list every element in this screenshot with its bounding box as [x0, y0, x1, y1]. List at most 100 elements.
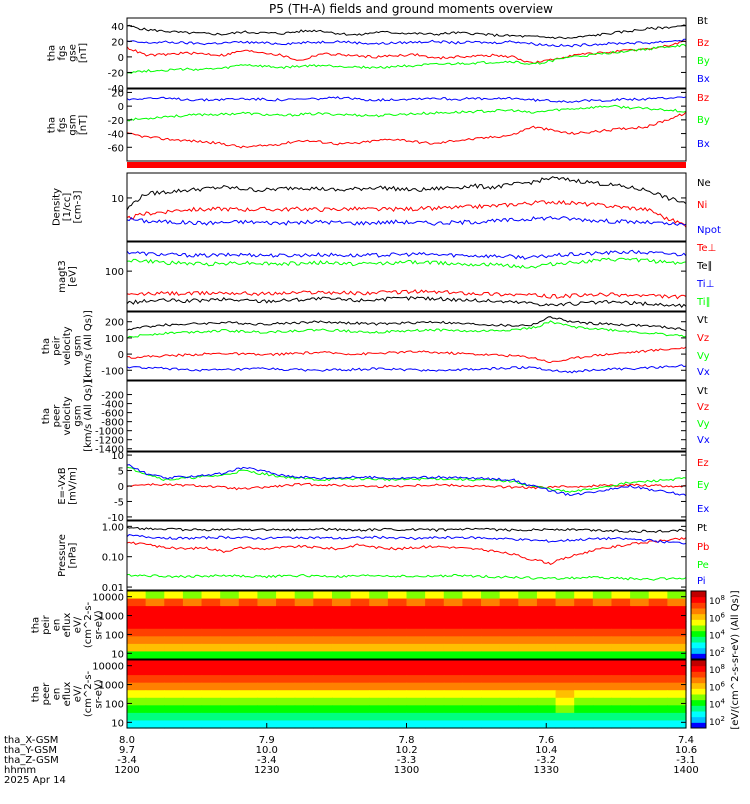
heatmap-cell — [182, 712, 203, 722]
heatmap-cell — [406, 651, 426, 660]
heatmap-cell — [667, 636, 687, 645]
heatmap-cell — [481, 712, 501, 722]
series-line-Bx — [126, 96, 687, 104]
legend-entry: Vt — [697, 386, 708, 397]
heatmap-cell — [648, 720, 668, 729]
colorbar-frame — [690, 590, 707, 660]
heatmap-cell — [462, 628, 482, 637]
heatmap-cell — [350, 697, 370, 706]
colorbar-swatch — [691, 619, 706, 626]
colorbar-tick-label: 102 — [709, 715, 725, 728]
heatmap-cell — [481, 643, 501, 653]
heatmap-cell — [574, 682, 594, 691]
heatmap-cell — [481, 682, 501, 691]
heatmap-cell — [555, 667, 575, 676]
heatmap-cell — [331, 621, 352, 630]
heatmap-cell — [443, 682, 463, 691]
heatmap-cell — [350, 660, 370, 669]
colorbar-swatch — [691, 682, 706, 689]
heatmap-cell — [462, 682, 482, 691]
x-axis-row-label: tha_Y-GSM — [4, 745, 57, 756]
heatmap-cell — [164, 613, 184, 622]
heatmap-cell — [499, 705, 519, 714]
colorbar-swatch — [691, 716, 706, 723]
heatmap-cell — [592, 606, 613, 615]
colorbar-swatch — [691, 591, 706, 598]
heatmap-cell — [276, 690, 296, 699]
x-tick-label: 10.4 — [535, 745, 557, 756]
heatmap-cell — [350, 613, 370, 622]
heatmap-cell — [145, 705, 165, 714]
heatmap-cell — [164, 667, 184, 676]
y-tick-label: 0.10 — [102, 553, 124, 564]
heatmap-cell — [201, 621, 221, 630]
heatmap-cell — [574, 606, 594, 615]
heatmap-cell — [238, 705, 259, 714]
heatmap-cell — [443, 591, 463, 600]
legend-entry: Vt — [697, 315, 708, 326]
x-tick-label: -3.4 — [257, 755, 277, 766]
y-tick-label: 10 — [111, 649, 124, 660]
series-line-Ex — [126, 464, 687, 497]
colorbar-swatch — [691, 705, 706, 712]
heatmap-cell — [127, 636, 147, 645]
heatmap-cell — [238, 667, 259, 676]
colorbar-swatch — [691, 677, 706, 684]
y-axis-label: tha — [41, 338, 52, 354]
heatmap-cell — [220, 667, 240, 676]
heatmap-cell — [406, 667, 426, 676]
heatmap-cell — [462, 598, 482, 607]
legend-entry: Ni — [697, 200, 707, 211]
heatmap-cell — [238, 628, 259, 637]
heatmap-cell — [648, 690, 668, 699]
heatmap-cell — [667, 667, 687, 676]
heatmap-cell — [387, 628, 408, 637]
heatmap-cell — [276, 705, 296, 714]
heatmap-cell — [238, 613, 259, 622]
heatmap-cell — [592, 613, 613, 622]
x-tick-label: -3.2 — [536, 755, 556, 766]
heatmap-cell — [406, 598, 426, 607]
y-axis-label: sr-eV) — [94, 679, 105, 708]
heatmap-cell — [164, 591, 184, 600]
heatmap-cell — [313, 613, 333, 622]
heatmap-cell — [238, 682, 259, 691]
colorbar-swatch — [691, 688, 706, 695]
heatmap-cell — [201, 613, 221, 622]
heatmap-cell — [667, 598, 687, 607]
heatmap-cell — [574, 651, 594, 660]
heatmap-cell — [182, 697, 203, 706]
heatmap-cell — [276, 667, 296, 676]
x-axis-row-label: hhmm — [4, 765, 36, 776]
y-tick-label: 100 — [105, 334, 124, 345]
y-axis-label: gsm — [67, 114, 78, 135]
heatmap-cell — [182, 667, 203, 676]
heatmap-cell — [220, 598, 240, 607]
heatmap-cell — [667, 682, 687, 691]
heatmap-cell — [257, 651, 277, 660]
x-tick-label: 7.8 — [399, 735, 415, 746]
heatmap-cell — [182, 606, 203, 615]
heatmap-cell — [499, 591, 519, 600]
y-axis-label: gse — [67, 44, 78, 62]
heatmap-cell — [164, 621, 184, 630]
plot-title: P5 (TH-A) fields and ground moments over… — [269, 2, 553, 16]
heatmap-cell — [518, 667, 538, 676]
heatmap-cell — [238, 591, 259, 600]
heatmap-cell — [481, 690, 501, 699]
heatmap-cell — [592, 651, 613, 660]
heatmap-cell — [536, 712, 557, 722]
legend-entry: Vx — [697, 435, 710, 446]
heatmap-cell — [481, 651, 501, 660]
heatmap-cell — [518, 591, 538, 600]
heatmap-cell — [499, 651, 519, 660]
colorbar-frame — [690, 659, 707, 729]
heatmap-cell — [611, 643, 631, 653]
heatmap-cell — [127, 712, 147, 722]
x-tick-label: 1400 — [673, 765, 698, 776]
heatmap-cell — [257, 660, 277, 669]
colorbar-tick-label: 102 — [709, 646, 725, 659]
heatmap-cell — [127, 660, 147, 669]
heatmap-cell — [369, 606, 389, 615]
y-tick-label: 1000 — [99, 612, 124, 623]
